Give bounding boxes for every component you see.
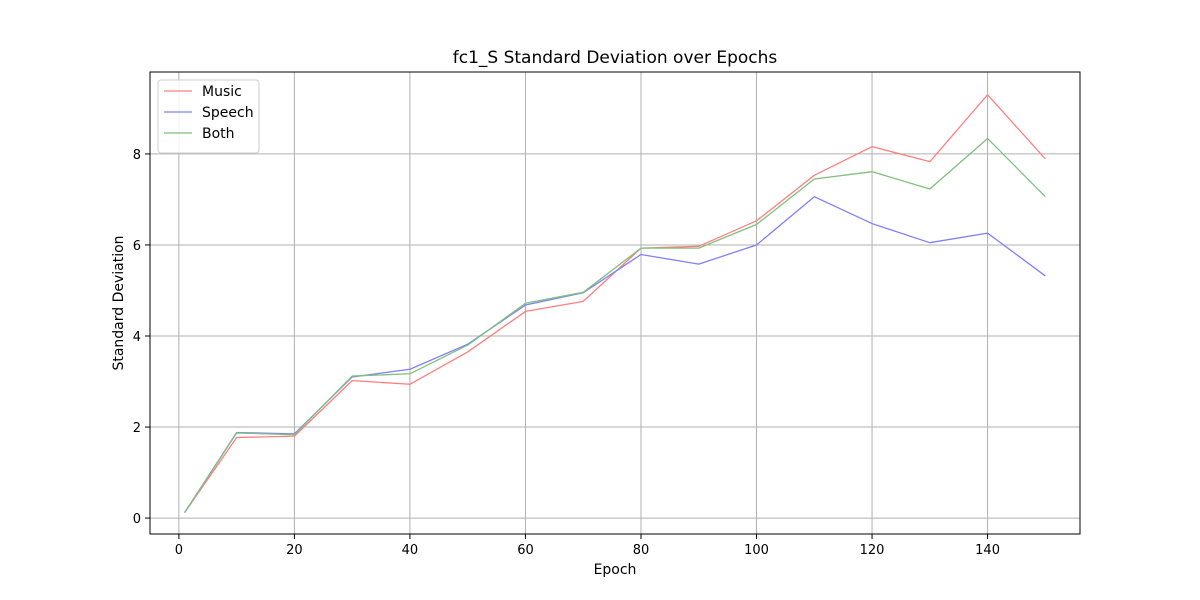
- legend-label: Speech: [202, 105, 254, 121]
- axis-ticks: 0 20 40 60 80 100 120 140 0 2 4 6 8: [133, 148, 1000, 558]
- plot-frame: [149, 71, 1081, 535]
- y-tick-label: 2: [133, 421, 141, 436]
- y-tick-label: 4: [133, 330, 141, 345]
- y-axis-title: Standard Deviation: [111, 235, 127, 370]
- x-tick-label: 40: [402, 543, 419, 558]
- y-tick-label: 6: [133, 239, 141, 254]
- x-tick-label: 60: [517, 543, 534, 558]
- legend-box: [157, 79, 260, 154]
- x-tick-label: 20: [286, 543, 303, 558]
- series-line-music: [184, 94, 1046, 513]
- y-tick-label: 0: [133, 512, 141, 527]
- grid: [150, 72, 1080, 534]
- legend-label: Music: [202, 84, 242, 100]
- legend-label: Both: [202, 126, 235, 142]
- x-tick-label: 0: [175, 543, 183, 558]
- x-tick-label: 100: [744, 543, 769, 558]
- series-lines: [184, 94, 1046, 513]
- y-tick-label: 8: [133, 148, 141, 163]
- legend: Music Speech Both: [157, 79, 260, 154]
- x-axis-title: Epoch: [594, 562, 637, 578]
- series-line-both: [184, 137, 1046, 513]
- x-tick-label: 80: [633, 543, 650, 558]
- chart-title: fc1_S Standard Deviation over Epochs: [453, 48, 778, 68]
- x-tick-label: 120: [860, 543, 885, 558]
- series-line-speech: [184, 196, 1046, 513]
- x-tick-label: 140: [975, 543, 1000, 558]
